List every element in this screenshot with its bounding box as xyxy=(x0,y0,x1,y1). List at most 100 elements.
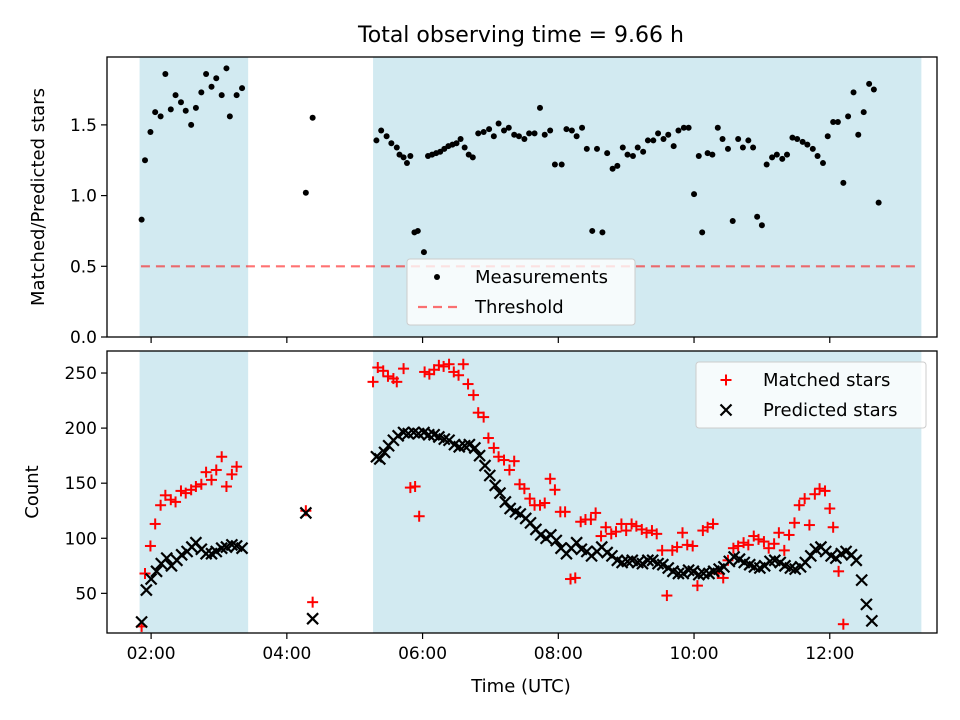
predicted-star-point xyxy=(468,441,482,455)
matched-star-point xyxy=(398,363,410,375)
matched-star-point xyxy=(170,496,182,508)
matched-star-point xyxy=(190,480,202,492)
measurement-point xyxy=(400,154,407,161)
measurement-point xyxy=(177,99,184,106)
measurement-point xyxy=(192,104,199,111)
matched-star-point xyxy=(438,360,450,372)
matched-star-point xyxy=(307,596,319,608)
measurement-point xyxy=(551,161,558,168)
predicted-star-point xyxy=(860,598,873,611)
matched-star-point xyxy=(300,505,312,517)
measurement-point xyxy=(845,113,852,120)
measurement-point xyxy=(383,133,390,140)
matched-star-point xyxy=(498,454,510,466)
measurement-point xyxy=(573,133,580,140)
measurement-point xyxy=(824,133,831,140)
matched-star-point xyxy=(799,493,811,505)
y-tick-label: 250 xyxy=(65,364,97,384)
measurement-point xyxy=(302,189,309,196)
measurement-point xyxy=(855,131,862,138)
matched-star-point xyxy=(377,365,389,377)
y-tick-label: 1.0 xyxy=(70,187,97,207)
measurement-point xyxy=(233,92,240,99)
observing-window xyxy=(139,351,249,633)
matched-star-point xyxy=(413,510,425,522)
measurement-point xyxy=(714,124,721,131)
matched-star-point xyxy=(443,358,455,370)
measurement-point xyxy=(547,127,554,134)
measurement-point xyxy=(453,140,460,147)
matched-star-point xyxy=(155,499,167,511)
measurement-point xyxy=(475,130,482,137)
measurement-point xyxy=(675,127,682,134)
matched-star-point xyxy=(687,540,699,552)
measurement-point xyxy=(480,128,487,135)
measurement-point xyxy=(763,161,770,168)
measurement-point xyxy=(167,106,174,113)
legend-measurements-label: Measurements xyxy=(475,267,608,288)
predicted-star-point xyxy=(549,534,563,547)
measurement-point xyxy=(834,119,841,126)
measurement-point xyxy=(660,136,667,143)
matched-star-point xyxy=(488,442,500,454)
matched-star-point xyxy=(226,468,238,480)
measurement-point xyxy=(814,152,821,159)
measurement-point xyxy=(860,109,867,116)
measurement-point xyxy=(157,113,164,120)
measurement-point xyxy=(188,121,195,128)
predicted-star-point xyxy=(478,459,492,472)
measurement-point xyxy=(501,127,508,134)
measurement-point xyxy=(563,126,570,133)
matched-star-point xyxy=(833,565,845,577)
predicted-star-point xyxy=(160,551,173,565)
matched-star-point xyxy=(382,370,394,382)
matched-star-point xyxy=(824,503,836,515)
y-tick-label: 200 xyxy=(65,419,97,439)
matched-star-point xyxy=(671,541,683,553)
measurement-point xyxy=(794,136,801,143)
matched-star-point xyxy=(175,485,187,497)
measurement-point xyxy=(644,137,651,144)
measurement-point xyxy=(754,213,761,220)
matched-star-point xyxy=(738,537,750,549)
measurement-point xyxy=(393,144,400,151)
measurement-point xyxy=(779,155,786,162)
matched-star-point xyxy=(720,374,732,386)
measurement-point xyxy=(619,144,626,151)
matched-star-point xyxy=(200,466,212,478)
measurement-point xyxy=(670,143,677,150)
matched-star-point xyxy=(508,455,520,467)
matched-star-point xyxy=(210,464,222,476)
matched-star-point xyxy=(539,497,551,509)
predicted-star-point xyxy=(641,554,655,567)
matched-star-point xyxy=(518,483,530,495)
measurement-point xyxy=(414,227,421,234)
measurement-point xyxy=(724,145,731,152)
matched-star-point xyxy=(575,516,587,528)
matched-star-point xyxy=(503,464,515,476)
measurement-point xyxy=(420,249,427,256)
measurement-point xyxy=(309,114,316,121)
matched-star-point xyxy=(149,518,161,530)
matched-star-point xyxy=(524,493,536,505)
measurement-point xyxy=(750,144,757,151)
measurement-point xyxy=(729,218,736,225)
ratio-axes-frame xyxy=(106,56,938,338)
matched-star-point xyxy=(677,527,689,539)
x-tick-label: 02:00 xyxy=(127,644,176,664)
matched-star-point xyxy=(827,521,839,533)
measurement-point xyxy=(819,160,826,167)
measurement-point xyxy=(403,160,410,167)
matched-star-point xyxy=(768,538,780,550)
predicted-star-point xyxy=(488,479,502,492)
legend-predicted-label: Predicted stars xyxy=(763,400,897,421)
matched-star-point xyxy=(585,514,597,526)
matched-star-point xyxy=(391,376,403,388)
matched-star-point xyxy=(837,618,849,630)
measurement-point xyxy=(490,133,497,140)
matched-star-point xyxy=(681,539,693,551)
matched-star-point xyxy=(569,572,581,584)
matched-star-point xyxy=(803,519,815,531)
predicted-star-point xyxy=(306,612,319,625)
measurement-point xyxy=(604,150,611,157)
